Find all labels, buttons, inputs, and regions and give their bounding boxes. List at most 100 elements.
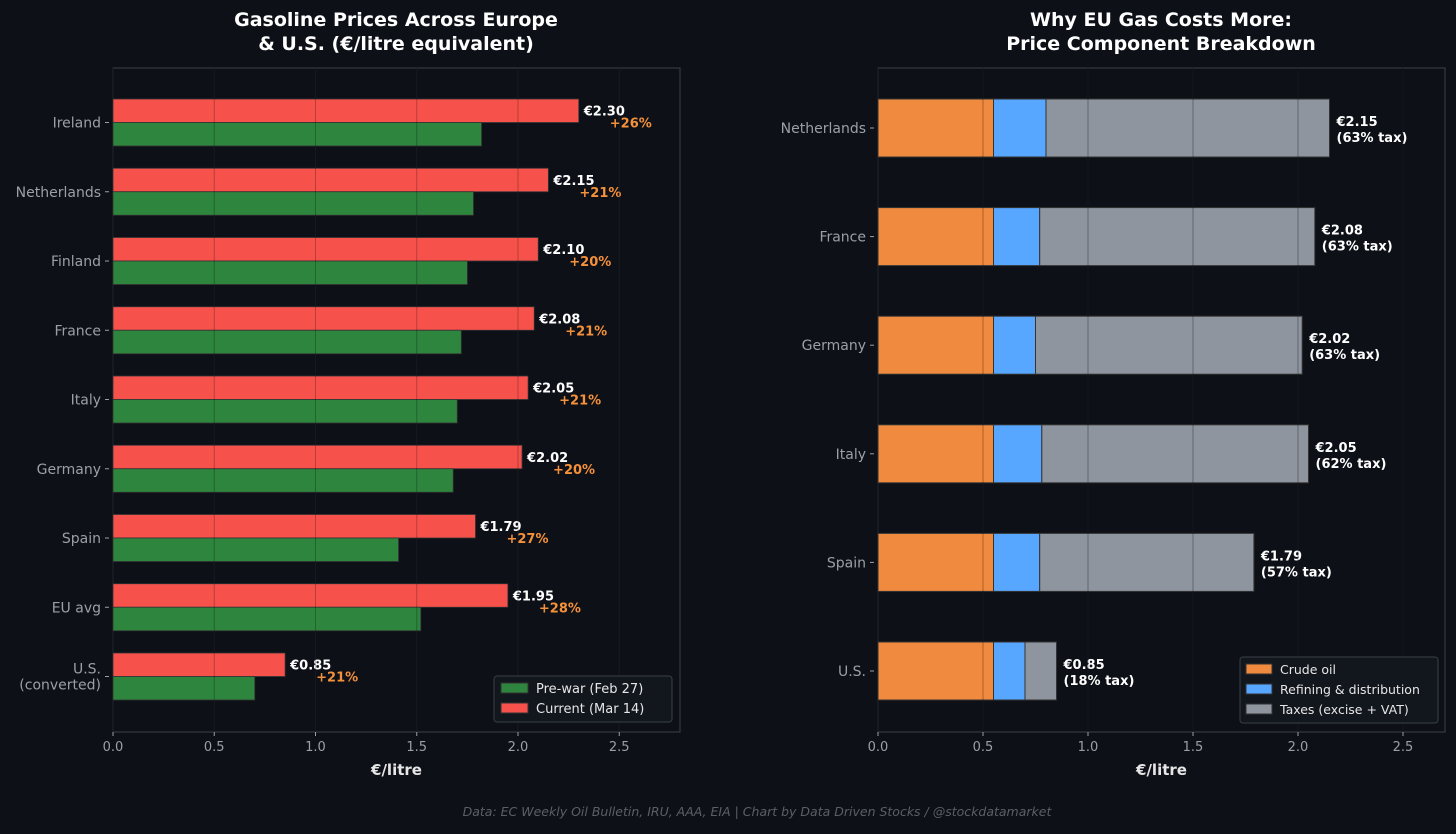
change-pct-label: +21%: [316, 671, 358, 686]
prewar-price-bar: [112, 122, 482, 147]
taxes-segment: [1039, 207, 1316, 267]
current-value-label: €2.08: [538, 312, 580, 327]
total-value-label: €0.85: [1063, 658, 1105, 673]
left-category-label: (converted): [19, 678, 101, 694]
left-xtick-label: 1.5: [406, 740, 427, 755]
total-value-label: €2.02: [1308, 332, 1350, 347]
legend-swatch: [500, 702, 529, 714]
change-pct-label: +20%: [569, 255, 611, 270]
right-title: Price Component Breakdown: [1006, 33, 1316, 55]
prewar-price-bar: [112, 468, 454, 493]
tax-share-label: (63% tax): [1337, 131, 1408, 146]
prewar-price-bar: [112, 260, 468, 285]
current-value-label: €2.15: [552, 174, 594, 189]
right-plot-area: [877, 67, 1446, 733]
taxes-segment: [1039, 532, 1255, 592]
left-category-label: Spain: [62, 531, 101, 547]
current-price-bar: [112, 514, 476, 539]
change-pct-label: +21%: [559, 394, 601, 409]
legend-label: Taxes (excise + VAT): [1279, 702, 1409, 717]
taxes-segment: [1041, 424, 1310, 484]
left-xlabel: €/litre: [370, 761, 422, 779]
tax-share-label: (63% tax): [1309, 348, 1380, 363]
right-xtick-label: 2.5: [1393, 740, 1414, 755]
left-title: & U.S. (€/litre equivalent): [258, 33, 534, 55]
right-category-label: Netherlands: [781, 121, 866, 137]
left-xtick-label: 2.0: [508, 740, 529, 755]
change-pct-label: +21%: [565, 324, 607, 339]
prewar-price-bar: [112, 191, 474, 216]
right-category-label: Germany: [802, 338, 866, 354]
right-category-label: Italy: [836, 447, 866, 463]
crude-oil-segment: [877, 207, 994, 267]
left-category-label: Italy: [71, 393, 101, 409]
change-pct-label: +26%: [610, 117, 652, 132]
current-value-label: €0.85: [289, 659, 331, 674]
current-value-label: €1.95: [512, 589, 554, 604]
crude-oil-segment: [877, 532, 994, 592]
tax-share-label: (63% tax): [1322, 240, 1393, 255]
left-xtick-label: 0.5: [204, 740, 225, 755]
change-pct-label: +21%: [579, 186, 621, 201]
current-price-bar: [112, 167, 549, 193]
current-price-bar: [112, 652, 286, 677]
total-value-label: €1.79: [1260, 549, 1302, 564]
refining-segment: [993, 641, 1026, 701]
left-category-label: Netherlands: [16, 185, 101, 201]
current-value-label: €2.02: [526, 451, 568, 466]
change-pct-label: +20%: [553, 463, 595, 478]
current-price-bar: [112, 444, 523, 470]
crude-oil-segment: [877, 315, 994, 375]
legend-label: Pre-war (Feb 27): [536, 682, 643, 697]
prewar-price-bar: [112, 399, 458, 424]
legend-label: Crude oil: [1280, 662, 1336, 677]
prewar-price-bar: [112, 329, 462, 355]
right-xtick-label: 2.0: [1288, 740, 1309, 755]
tax-share-label: (18% tax): [1064, 674, 1135, 689]
current-price-bar: [112, 306, 535, 331]
right-xtick-label: 0.0: [868, 740, 889, 755]
crude-oil-segment: [877, 98, 994, 158]
current-price-bar: [112, 583, 509, 608]
change-pct-label: +27%: [506, 532, 548, 547]
left-category-label: France: [54, 323, 101, 339]
tax-share-label: (57% tax): [1261, 565, 1332, 580]
total-value-label: €2.08: [1321, 224, 1363, 239]
refining-segment: [993, 424, 1043, 484]
current-value-label: €2.05: [532, 382, 574, 397]
refining-segment: [993, 207, 1041, 267]
left-category-label: Finland: [51, 254, 101, 270]
right-category-label: France: [819, 230, 866, 246]
footer-credit: Data: EC Weekly Oil Bulletin, IRU, AAA, …: [463, 804, 1053, 819]
change-pct-label: +28%: [539, 601, 581, 616]
current-value-label: €1.79: [479, 520, 521, 535]
right-category-label: Spain: [827, 555, 866, 571]
right-xtick-label: 1.0: [1078, 740, 1099, 755]
legend-swatch: [1245, 663, 1273, 675]
right-xlabel: €/litre: [1135, 761, 1187, 779]
left-xtick-label: 0.0: [103, 740, 124, 755]
current-value-label: €2.10: [542, 243, 584, 258]
left-xtick-label: 2.5: [609, 740, 630, 755]
total-value-label: €2.15: [1336, 115, 1378, 130]
right-xtick-label: 1.5: [1183, 740, 1204, 755]
legend-swatch: [1245, 703, 1273, 715]
legend-swatch: [1245, 683, 1273, 695]
left-category-label: Ireland: [53, 116, 101, 132]
legend-swatch: [500, 682, 529, 694]
legend-label: Refining & distribution: [1280, 682, 1420, 697]
right-title: Why EU Gas Costs More:: [1030, 9, 1292, 31]
taxes-segment: [1024, 641, 1057, 701]
left-category-label: EU avg: [52, 600, 101, 616]
prewar-price-bar: [112, 537, 399, 562]
left-legend: [493, 675, 673, 723]
current-price-bar: [112, 237, 539, 262]
prewar-price-bar: [112, 606, 422, 632]
current-price-bar: [112, 98, 580, 123]
left-category-label: U.S.: [73, 662, 101, 678]
taxes-segment: [1035, 315, 1303, 375]
current-value-label: €2.30: [583, 105, 625, 120]
right-category-label: U.S.: [838, 664, 866, 680]
taxes-segment: [1045, 98, 1330, 158]
